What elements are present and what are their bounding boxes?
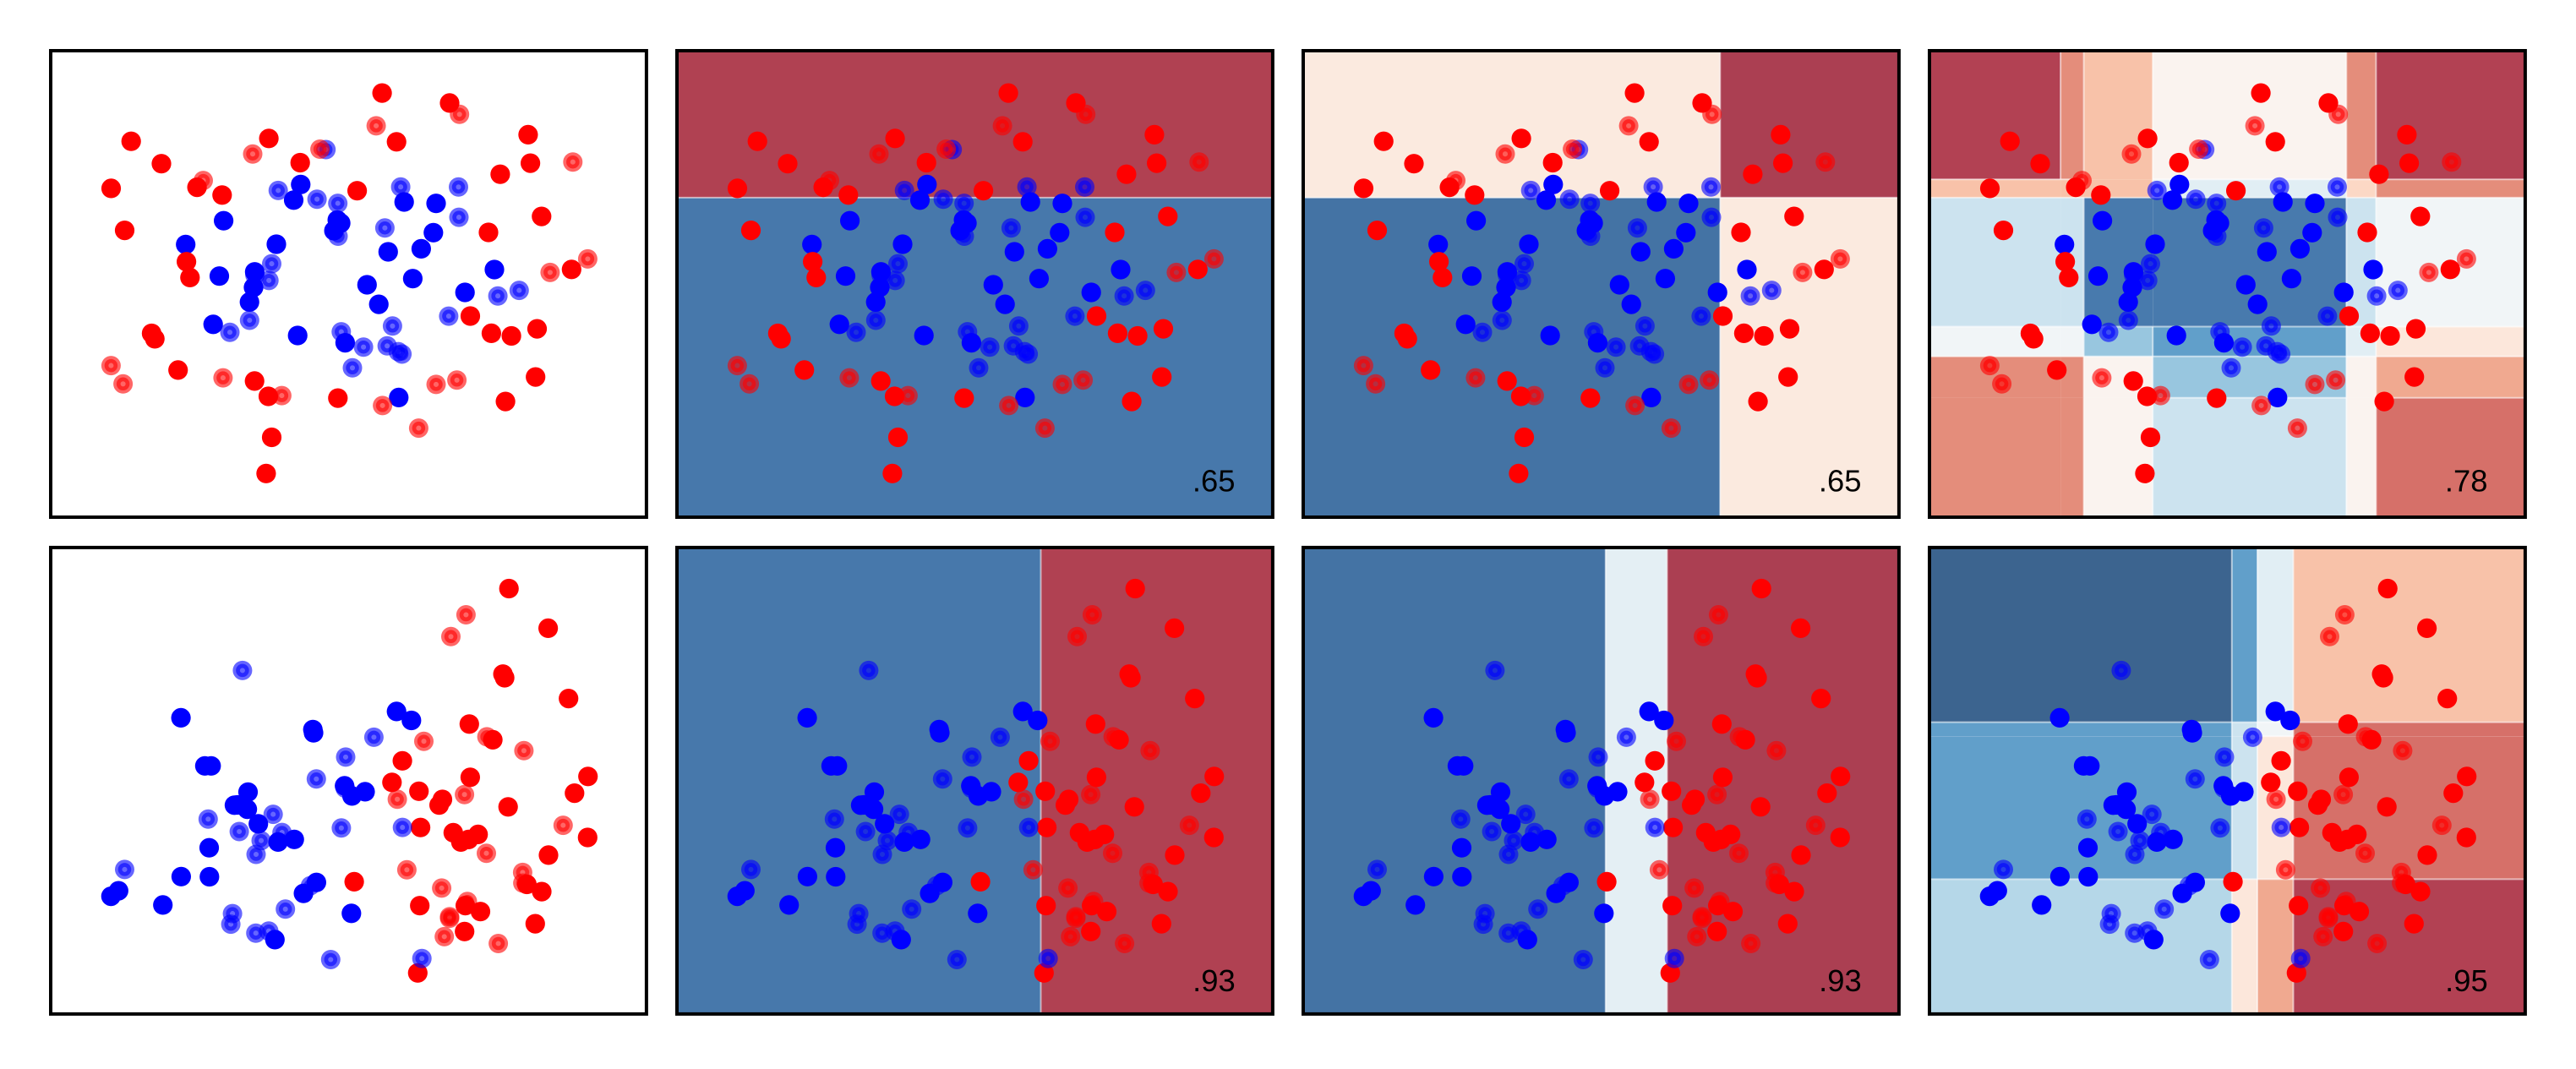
svg-text:.65: .65	[1819, 464, 1862, 499]
svg-text:.95: .95	[2445, 963, 2488, 998]
svg-text:.93: .93	[1819, 963, 1862, 998]
svg-text:.65: .65	[1192, 464, 1236, 499]
svg-text:.78: .78	[2445, 464, 2488, 499]
svg-text:.93: .93	[1192, 963, 1236, 998]
